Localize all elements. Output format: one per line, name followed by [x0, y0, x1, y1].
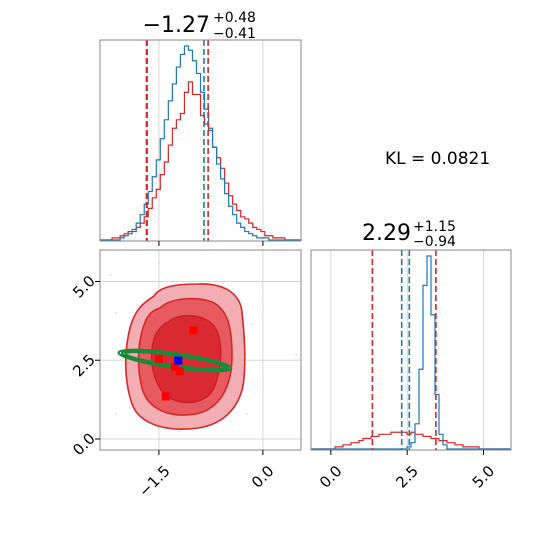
- scatter-point: [246, 413, 248, 415]
- hist2-blue: [311, 255, 511, 450]
- scatter-point: [295, 353, 298, 356]
- joint-y-tick-label-2: 5.0: [69, 272, 99, 302]
- hist2-x-tick-label-1: 2.5: [392, 462, 422, 492]
- hist1-red: [100, 81, 301, 241]
- joint-markers: [154, 326, 198, 401]
- joint-frame: [99, 249, 302, 451]
- joint-x-tick-label-1: 0.0: [248, 462, 278, 492]
- hist1-blue: [100, 45, 301, 241]
- blue-marker: [174, 356, 183, 365]
- hist2-title: 2.29: [362, 221, 411, 246]
- hist1-title-sub: −0.41: [213, 26, 256, 42]
- hist2-title-sub: −0.94: [413, 234, 456, 250]
- scatter-point: [178, 430, 181, 433]
- joint-y-tick-label-0: 0.0: [69, 429, 99, 459]
- hist1-frame: [99, 39, 302, 242]
- scatter-point: [115, 413, 118, 416]
- joint-xticks: −1.5 0.0: [135, 450, 278, 501]
- hist2-frame: [310, 249, 512, 451]
- scatter-point: [115, 312, 118, 314]
- hist1-ticks: [158, 241, 264, 246]
- hist1-title-sup: +0.48: [213, 10, 256, 26]
- joint-y-tick-label-1: 2.5: [69, 351, 99, 381]
- red-marker: [154, 354, 163, 363]
- hist2-xticks: 0.0 2.5 5.0: [316, 450, 498, 492]
- hist1-grid: [158, 40, 264, 241]
- scatter-point: [109, 274, 112, 276]
- red-marker: [175, 367, 184, 376]
- hist1-quantiles: [145, 40, 209, 241]
- hist2-x-tick-label-0: 0.0: [316, 462, 346, 492]
- hist2-grid: [330, 250, 485, 450]
- hist2-red: [311, 431, 511, 450]
- hist2-blue-steps: [311, 255, 511, 450]
- hist-panel-param2: 0.0 2.5 5.0 2.29 +1.15 −0.94: [310, 219, 512, 492]
- hist2-title-sup: +1.15: [413, 219, 456, 235]
- hist2-x-tick-label-2: 5.0: [469, 462, 499, 492]
- scatter-point: [250, 323, 253, 326]
- contour-inner: [150, 315, 222, 404]
- scatter-point: [157, 261, 160, 264]
- hist1-red-steps: [100, 81, 301, 241]
- red-marker: [170, 362, 179, 371]
- hist1-blue-steps: [100, 45, 301, 241]
- hist1-title: −1.27: [143, 13, 210, 38]
- joint-x-tick-label-0: −1.5: [135, 462, 173, 500]
- hist2-quantiles: [371, 250, 437, 450]
- joint-panel: −1.5 0.0 0.0 2.5 5.0: [69, 249, 302, 501]
- red-marker: [161, 392, 170, 401]
- hist2-red-steps: [311, 431, 511, 450]
- joint-yticks: 0.0 2.5 5.0: [69, 272, 100, 459]
- kl-annotation: KL = 0.0821: [385, 149, 490, 169]
- red-marker: [189, 326, 198, 335]
- scatter-point: [128, 406, 131, 409]
- hist-panel-param1: −1.27 +0.48 −0.41: [99, 10, 302, 246]
